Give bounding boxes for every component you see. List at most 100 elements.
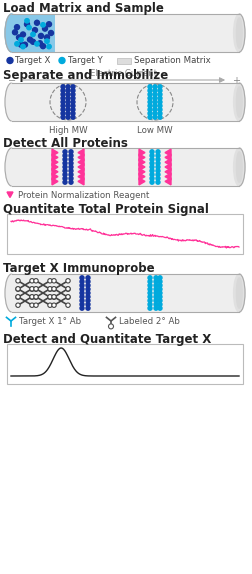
Text: Labeled 2° Ab: Labeled 2° Ab (118, 316, 179, 325)
Circle shape (34, 294, 38, 299)
Circle shape (149, 173, 153, 177)
Circle shape (158, 85, 161, 89)
Circle shape (149, 165, 153, 169)
Circle shape (69, 169, 73, 173)
Circle shape (48, 30, 53, 36)
Bar (12, 148, 238, 186)
Circle shape (15, 42, 19, 46)
Polygon shape (138, 158, 144, 166)
Circle shape (27, 25, 31, 30)
Circle shape (86, 280, 90, 284)
Circle shape (48, 295, 52, 300)
Circle shape (69, 161, 73, 165)
Circle shape (155, 165, 159, 169)
Text: Low MW: Low MW (137, 126, 172, 135)
Circle shape (18, 42, 23, 47)
Polygon shape (138, 149, 144, 156)
Circle shape (158, 111, 161, 115)
Circle shape (30, 295, 34, 300)
Ellipse shape (233, 148, 244, 186)
Circle shape (158, 280, 161, 284)
Circle shape (147, 280, 151, 284)
Polygon shape (164, 173, 170, 180)
Circle shape (152, 85, 156, 89)
Text: Quantitate Total Protein Signal: Quantitate Total Protein Signal (3, 203, 208, 216)
Circle shape (66, 115, 70, 119)
Bar (12, 14, 238, 52)
Circle shape (52, 294, 56, 299)
Circle shape (7, 57, 13, 64)
Circle shape (147, 85, 151, 89)
Circle shape (153, 295, 158, 299)
Circle shape (152, 96, 156, 100)
Circle shape (80, 298, 84, 302)
Circle shape (86, 302, 90, 307)
Polygon shape (164, 154, 170, 161)
Ellipse shape (5, 14, 18, 52)
Circle shape (153, 280, 158, 284)
Circle shape (48, 294, 52, 299)
Circle shape (147, 107, 151, 111)
Circle shape (34, 20, 39, 25)
Circle shape (20, 32, 25, 37)
Circle shape (86, 291, 90, 295)
Ellipse shape (233, 14, 244, 52)
Circle shape (152, 104, 156, 108)
Polygon shape (78, 158, 84, 166)
Circle shape (155, 169, 159, 173)
Circle shape (31, 32, 35, 37)
Polygon shape (164, 178, 170, 185)
Ellipse shape (5, 14, 18, 52)
Circle shape (147, 111, 151, 115)
Polygon shape (164, 164, 170, 170)
Ellipse shape (233, 83, 244, 121)
Circle shape (158, 100, 161, 104)
Circle shape (86, 276, 90, 280)
Circle shape (147, 284, 151, 288)
Circle shape (63, 173, 67, 177)
Polygon shape (52, 178, 58, 185)
Circle shape (158, 287, 161, 291)
Circle shape (158, 295, 161, 299)
Circle shape (80, 295, 84, 299)
Circle shape (80, 276, 84, 280)
Circle shape (30, 286, 34, 291)
Circle shape (155, 176, 159, 180)
Circle shape (155, 161, 159, 165)
Circle shape (152, 88, 156, 92)
Circle shape (35, 42, 39, 46)
Circle shape (27, 37, 32, 42)
Circle shape (147, 92, 151, 96)
Circle shape (71, 111, 75, 115)
Circle shape (80, 291, 84, 295)
Text: Load Matrix and Sample: Load Matrix and Sample (3, 2, 163, 15)
Text: Separate and Immobilize: Separate and Immobilize (3, 69, 168, 82)
Polygon shape (52, 154, 58, 161)
Circle shape (108, 324, 113, 329)
Bar (116, 57, 131, 64)
Circle shape (80, 302, 84, 307)
Circle shape (86, 287, 90, 291)
Ellipse shape (5, 274, 18, 312)
Circle shape (152, 111, 156, 115)
Circle shape (158, 302, 161, 307)
Bar (12, 274, 238, 312)
Circle shape (158, 104, 161, 108)
Bar (7, 214, 242, 254)
Circle shape (22, 42, 27, 47)
Polygon shape (52, 168, 58, 175)
Circle shape (61, 96, 65, 100)
Circle shape (153, 306, 158, 310)
Circle shape (16, 303, 20, 308)
Circle shape (48, 278, 52, 283)
Circle shape (153, 287, 158, 291)
Circle shape (69, 157, 73, 161)
Circle shape (147, 306, 151, 310)
Circle shape (66, 286, 70, 291)
Circle shape (69, 154, 73, 158)
Circle shape (48, 287, 52, 292)
Ellipse shape (236, 18, 241, 48)
Circle shape (66, 104, 70, 108)
Circle shape (80, 287, 84, 291)
Text: Target Y: Target Y (68, 56, 102, 65)
